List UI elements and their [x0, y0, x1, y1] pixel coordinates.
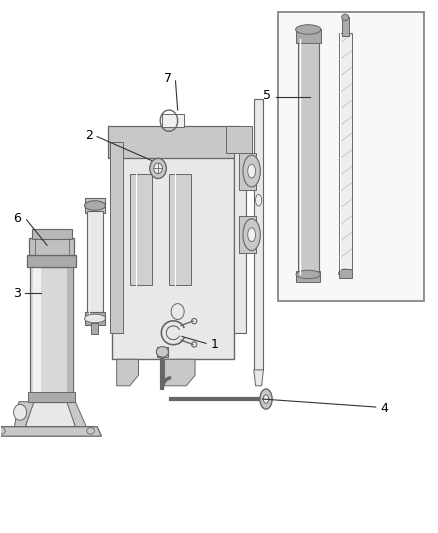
Bar — [85, 198, 106, 214]
Bar — [29, 238, 74, 255]
Text: 6: 6 — [14, 212, 21, 225]
Bar — [296, 29, 321, 43]
Polygon shape — [165, 359, 195, 386]
Bar — [30, 266, 73, 402]
Text: 2: 2 — [85, 128, 93, 141]
Polygon shape — [67, 402, 86, 426]
Text: 5: 5 — [263, 89, 271, 102]
Ellipse shape — [85, 201, 106, 211]
Bar — [162, 114, 184, 127]
Bar — [298, 38, 319, 274]
Bar — [32, 229, 72, 239]
Ellipse shape — [87, 427, 95, 434]
Text: 4: 4 — [380, 401, 388, 415]
Ellipse shape — [243, 219, 260, 251]
Bar — [113, 131, 234, 359]
Bar — [342, 17, 349, 36]
Ellipse shape — [296, 25, 321, 34]
Bar — [157, 347, 168, 357]
Text: 1: 1 — [210, 338, 218, 351]
Bar — [278, 12, 424, 301]
Bar — [92, 322, 99, 334]
Ellipse shape — [85, 314, 106, 322]
Bar — [169, 174, 191, 285]
Ellipse shape — [154, 163, 162, 174]
Ellipse shape — [0, 427, 5, 434]
Bar — [33, 266, 41, 402]
Bar — [27, 255, 76, 266]
Bar — [67, 266, 73, 402]
Ellipse shape — [14, 405, 27, 420]
Bar — [239, 152, 256, 190]
Bar — [254, 100, 263, 370]
Ellipse shape — [243, 155, 260, 187]
Ellipse shape — [255, 195, 261, 206]
Bar — [32, 266, 73, 402]
Bar — [85, 312, 106, 325]
Ellipse shape — [248, 228, 255, 241]
Bar — [110, 142, 123, 333]
Bar — [28, 392, 74, 402]
Ellipse shape — [150, 158, 166, 179]
Polygon shape — [0, 426, 102, 436]
Polygon shape — [117, 359, 138, 386]
Bar — [296, 271, 321, 282]
Bar — [108, 126, 239, 158]
Ellipse shape — [260, 389, 272, 409]
Polygon shape — [25, 399, 75, 426]
Ellipse shape — [296, 270, 321, 279]
Text: 7: 7 — [164, 72, 172, 85]
Ellipse shape — [156, 346, 169, 357]
Bar — [226, 126, 252, 152]
Bar — [339, 269, 352, 278]
Bar — [130, 174, 152, 285]
Bar — [339, 33, 352, 269]
Ellipse shape — [342, 14, 349, 20]
Bar — [239, 216, 256, 253]
Ellipse shape — [339, 269, 352, 278]
Ellipse shape — [248, 164, 255, 178]
Polygon shape — [14, 402, 34, 426]
Bar — [87, 211, 103, 314]
Ellipse shape — [263, 395, 268, 403]
Text: 3: 3 — [13, 287, 21, 300]
Bar — [234, 142, 247, 333]
Ellipse shape — [171, 304, 184, 319]
Polygon shape — [254, 370, 263, 386]
